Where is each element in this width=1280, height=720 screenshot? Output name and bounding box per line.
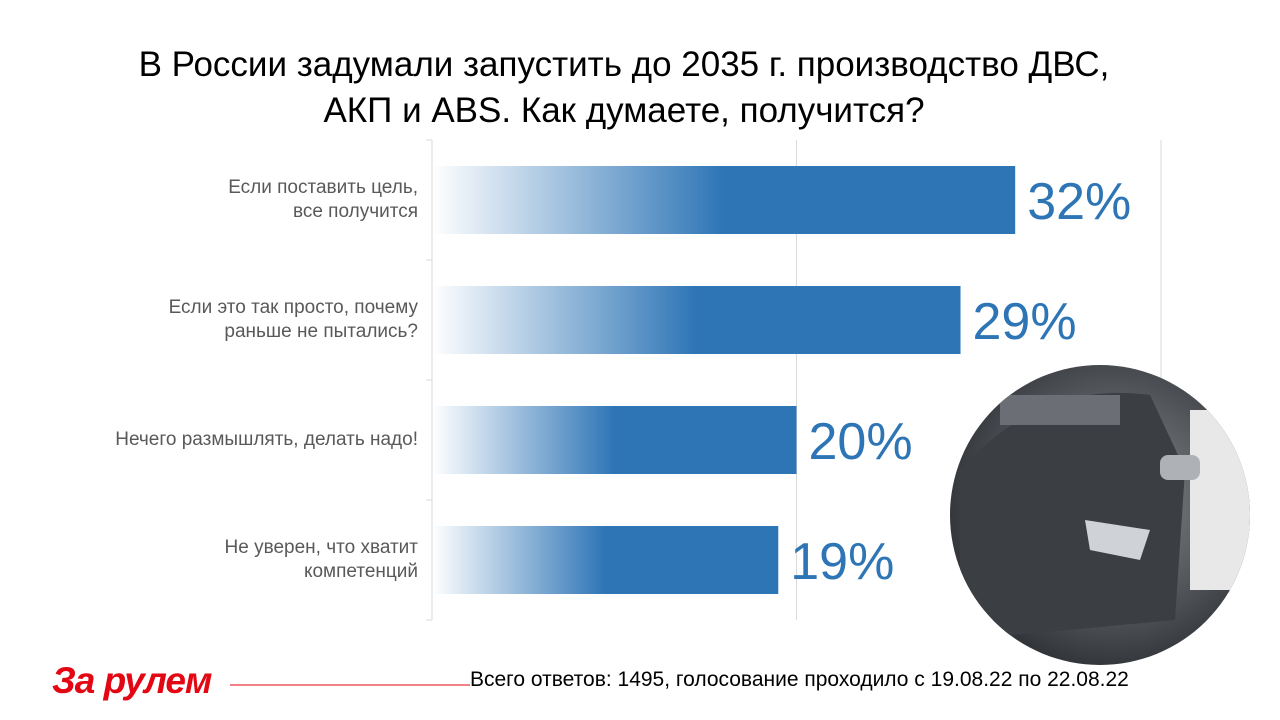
value-label: 19% — [790, 533, 894, 591]
value-label: 20% — [809, 413, 913, 471]
category-label: Не уверен, что хватит компетенций — [224, 537, 418, 582]
footnote: Всего ответов: 1495, голосование проходи… — [470, 668, 1129, 691]
category-label: Если поставить цель, все получится — [228, 177, 418, 222]
bar — [432, 166, 1016, 234]
chart-title: В России задумали запустить до 2035 г. п… — [138, 45, 1110, 130]
bar — [432, 406, 797, 474]
bar — [432, 286, 961, 354]
category-label: Если это так просто, почему раньше не пы… — [168, 297, 418, 342]
logo: За рулем — [52, 660, 212, 701]
category-label: Нечего размышлять, делать надо! — [115, 429, 418, 450]
bar — [432, 526, 779, 594]
value-label: 32% — [1027, 173, 1131, 231]
value-label: 29% — [973, 293, 1077, 351]
photo — [950, 365, 1250, 665]
